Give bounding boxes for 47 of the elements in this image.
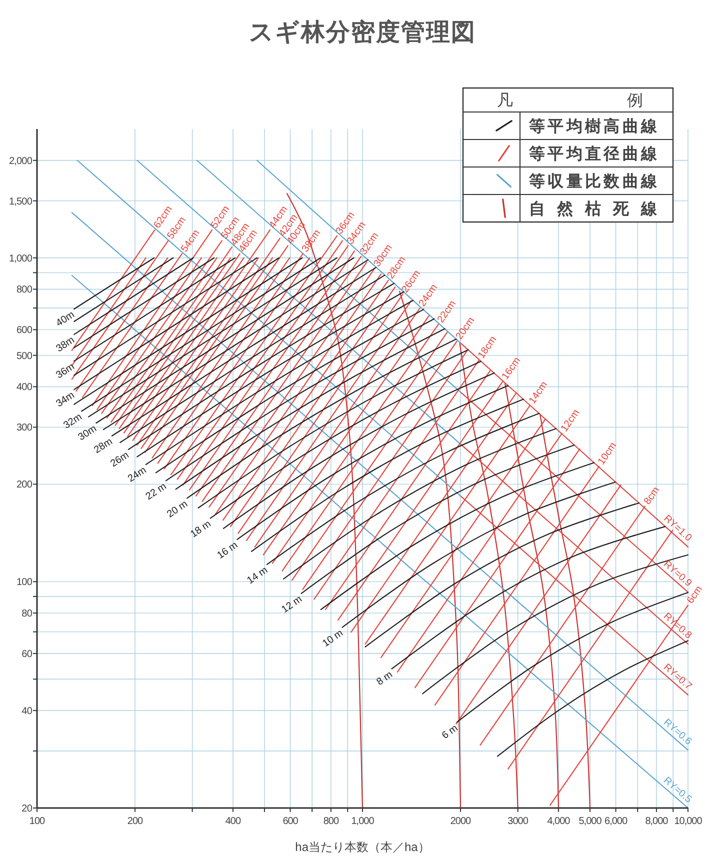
y-tick-label: 200 — [16, 480, 33, 491]
x-tick-label: 800 — [323, 816, 340, 827]
y-tick-label: 500 — [16, 350, 33, 362]
x-tick-label: 6,000 — [604, 816, 628, 827]
y-tick-label: 80 — [22, 608, 33, 620]
x-tick-label: 8,000 — [645, 816, 669, 827]
annotation: 6 m — [440, 722, 460, 742]
annotation: 10 m — [320, 628, 346, 650]
x-tick-label: 400 — [225, 816, 242, 827]
annotation: 8cm — [642, 485, 662, 507]
x-tick-label: 100 — [29, 816, 46, 827]
x-tick-label: 5,000 — [578, 816, 602, 827]
annotation: 40m — [54, 309, 77, 330]
legend-label: 等収量比数曲線 — [528, 172, 658, 190]
x-tick-label: 2000 — [450, 816, 472, 827]
annotation: 38m — [54, 334, 77, 355]
x-axis-title: ha当たり本数（本／ha） — [295, 840, 430, 854]
annotation: 16 m — [215, 540, 240, 562]
x-tick-label: 4,000 — [547, 816, 571, 827]
x-tick-label: 3000 — [508, 816, 529, 827]
y-tick-label: 20 — [22, 804, 33, 814]
annotation: 12 m — [280, 594, 304, 616]
annotation: 34m — [54, 390, 77, 410]
legend-label: 等平均樹高曲線 — [528, 116, 658, 136]
y-tick-label: 60 — [22, 649, 33, 660]
annotation: 14 m — [245, 564, 270, 587]
annotation: 6cm — [685, 584, 705, 606]
y-tick-label: 40 — [22, 706, 33, 718]
y-tick-label: 800 — [16, 284, 33, 296]
legend-title: 凡例 — [497, 92, 643, 110]
annotation: 8 m — [374, 669, 395, 688]
y-tick-label: 400 — [16, 382, 33, 394]
chart-title: スギ林分密度管理図 — [249, 19, 476, 46]
annotation: 18 m — [188, 518, 214, 540]
y-tick-label: 1,500 — [8, 196, 33, 208]
x-tick-label: 10,000 — [674, 816, 703, 827]
y-tick-label: 2,000 — [8, 156, 33, 167]
y-tick-label: 600 — [16, 325, 33, 336]
y-tick-label: 300 — [16, 422, 33, 434]
legend-label: 自然枯死線 — [529, 200, 658, 218]
x-tick-label: 600 — [282, 816, 299, 827]
y-tick-label: 1,000 — [8, 253, 33, 264]
x-tick-label: 200 — [127, 816, 144, 827]
x-tick-label: 1,000 — [351, 816, 375, 827]
annotation: 36m — [54, 361, 77, 382]
y-tick-label: 100 — [16, 577, 33, 588]
legend-label: 等平均直径曲線 — [528, 144, 658, 163]
